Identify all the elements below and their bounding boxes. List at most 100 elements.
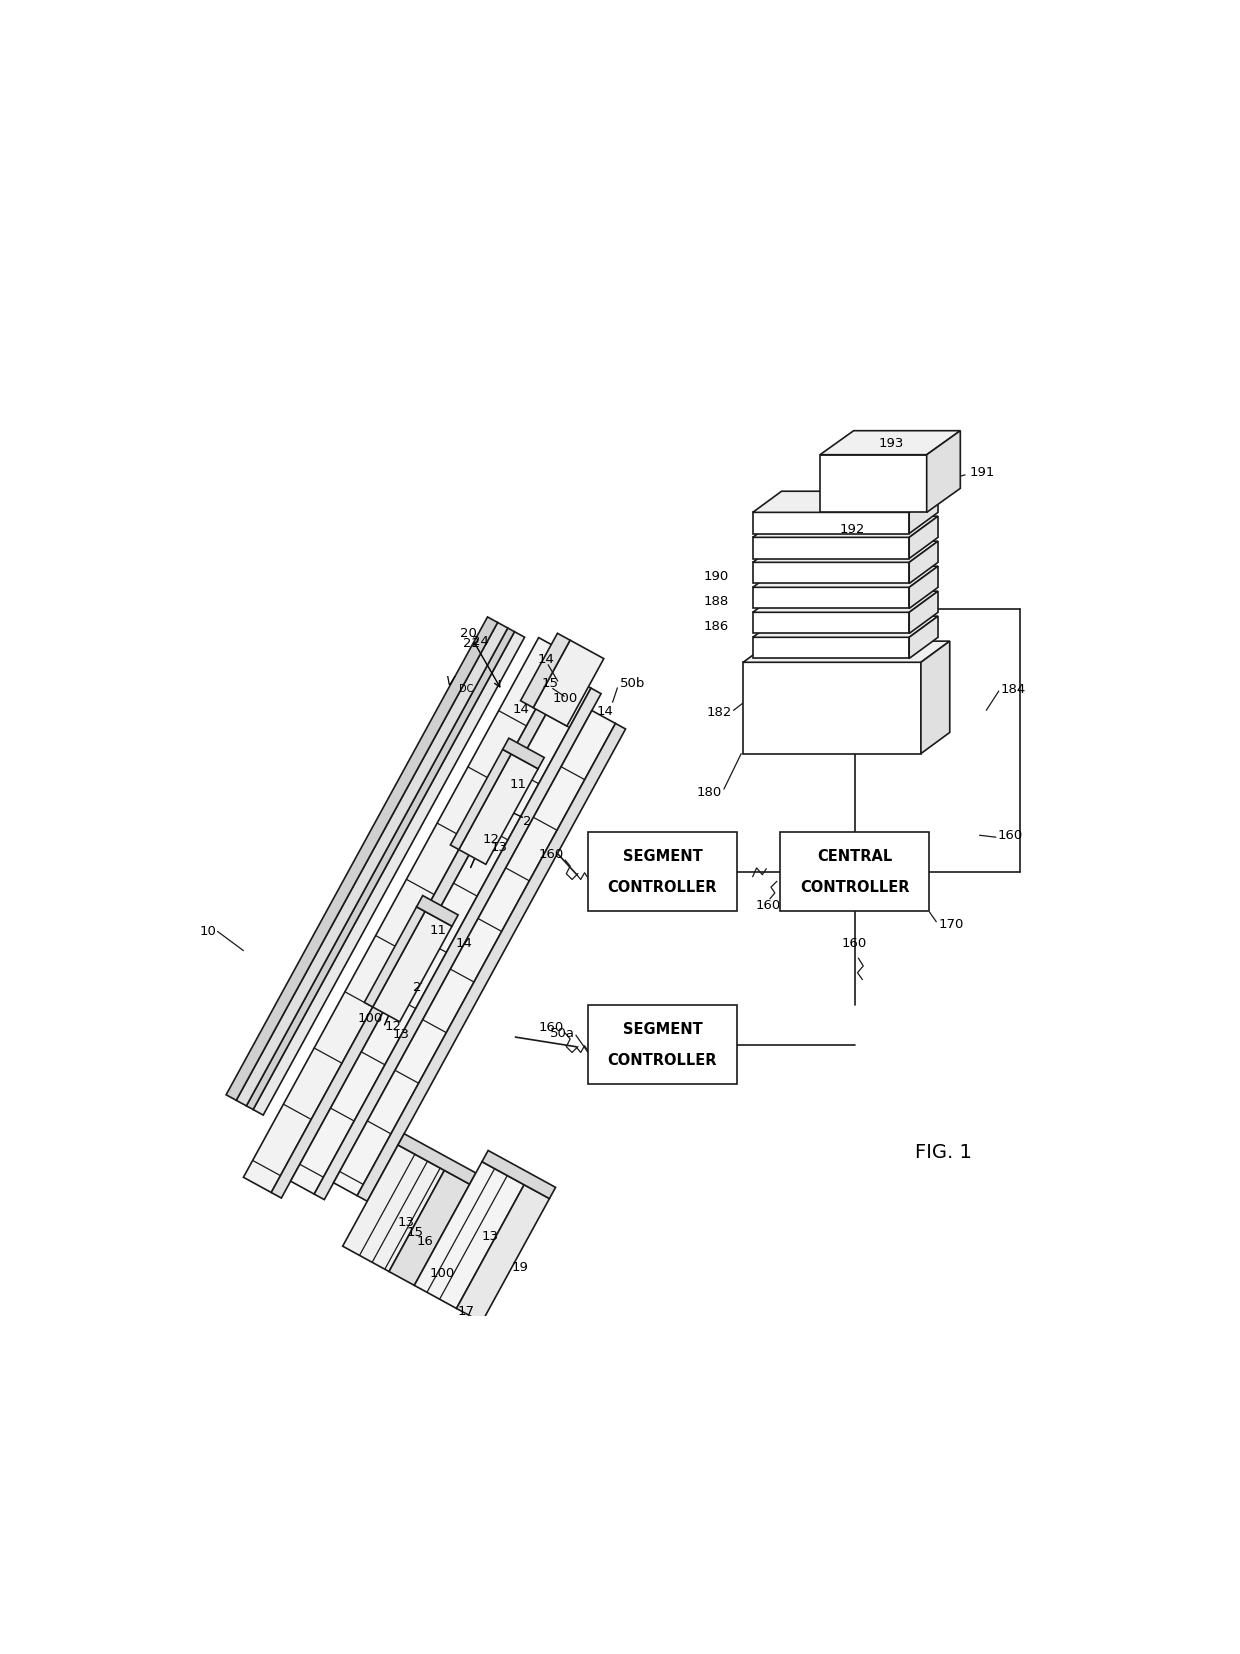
Text: 17: 17: [458, 1305, 475, 1318]
Bar: [780, 832, 929, 911]
Text: 14: 14: [455, 936, 472, 949]
Polygon shape: [909, 617, 937, 658]
Polygon shape: [753, 617, 937, 637]
Text: 2: 2: [523, 815, 532, 829]
Polygon shape: [909, 566, 937, 609]
Text: 184: 184: [1001, 683, 1025, 696]
Polygon shape: [398, 1133, 476, 1184]
Polygon shape: [459, 754, 538, 865]
Polygon shape: [753, 516, 937, 538]
Polygon shape: [272, 653, 577, 1197]
Text: 188: 188: [703, 595, 729, 609]
Text: 14: 14: [538, 653, 554, 667]
Polygon shape: [820, 430, 960, 455]
Text: CONTROLLER: CONTROLLER: [608, 1052, 717, 1067]
Polygon shape: [753, 637, 909, 658]
Polygon shape: [753, 541, 937, 562]
Polygon shape: [247, 629, 515, 1110]
Text: CONTROLLER: CONTROLLER: [800, 880, 909, 895]
Text: 24: 24: [472, 635, 489, 648]
Bar: [588, 1006, 737, 1083]
Text: 180: 180: [697, 786, 722, 799]
Text: 190: 190: [703, 571, 729, 584]
Polygon shape: [753, 612, 909, 633]
Polygon shape: [909, 590, 937, 633]
Polygon shape: [909, 541, 937, 584]
Text: 193: 193: [879, 437, 904, 450]
Text: 19: 19: [511, 1260, 528, 1274]
Text: CENTRAL: CENTRAL: [817, 849, 893, 863]
Text: 12: 12: [482, 832, 500, 845]
Text: FIG. 1: FIG. 1: [915, 1143, 971, 1161]
Polygon shape: [521, 633, 570, 708]
Polygon shape: [450, 749, 511, 850]
Text: DC: DC: [459, 685, 474, 695]
Polygon shape: [926, 430, 960, 513]
Bar: [588, 832, 737, 911]
Text: 186: 186: [703, 620, 729, 633]
Polygon shape: [753, 562, 909, 584]
Text: 160: 160: [755, 898, 781, 911]
Text: 10: 10: [200, 925, 216, 938]
Polygon shape: [502, 738, 544, 769]
Polygon shape: [533, 640, 604, 726]
Text: 50a: 50a: [551, 1027, 575, 1040]
Text: 13: 13: [397, 1216, 414, 1229]
Polygon shape: [237, 622, 507, 1107]
Polygon shape: [334, 711, 615, 1196]
Polygon shape: [226, 617, 497, 1100]
Polygon shape: [753, 566, 937, 587]
Text: 50b: 50b: [620, 676, 646, 690]
Polygon shape: [357, 723, 626, 1201]
Text: 182: 182: [707, 706, 732, 719]
Text: 160: 160: [538, 849, 563, 862]
Polygon shape: [820, 455, 926, 513]
Polygon shape: [482, 1151, 556, 1199]
Text: 191: 191: [970, 465, 996, 478]
Text: 13: 13: [490, 840, 507, 853]
Text: 16: 16: [417, 1236, 434, 1249]
Polygon shape: [373, 911, 453, 1022]
Polygon shape: [753, 513, 909, 534]
Text: SEGMENT: SEGMENT: [622, 1022, 702, 1037]
Text: 14: 14: [512, 703, 529, 716]
Polygon shape: [243, 637, 567, 1193]
Text: 100: 100: [429, 1267, 454, 1280]
Text: 12: 12: [384, 1021, 402, 1034]
Polygon shape: [253, 632, 525, 1115]
Polygon shape: [290, 675, 591, 1194]
Text: V: V: [445, 675, 455, 688]
Polygon shape: [753, 590, 937, 612]
Polygon shape: [342, 1145, 444, 1272]
Polygon shape: [314, 688, 601, 1199]
Text: 14: 14: [596, 705, 614, 718]
Text: 15: 15: [407, 1226, 424, 1239]
Text: 160: 160: [842, 938, 867, 951]
Text: 192: 192: [839, 523, 864, 536]
Text: 2: 2: [413, 981, 422, 994]
Text: 160: 160: [538, 1021, 563, 1034]
Text: 13: 13: [393, 1029, 410, 1042]
Text: 11: 11: [510, 777, 527, 791]
Text: 160: 160: [998, 829, 1023, 842]
Polygon shape: [365, 906, 425, 1007]
Text: CONTROLLER: CONTROLLER: [608, 880, 717, 895]
Polygon shape: [743, 642, 950, 662]
Text: 13: 13: [481, 1231, 498, 1244]
Polygon shape: [753, 538, 909, 559]
Text: 15: 15: [542, 676, 558, 690]
Polygon shape: [921, 642, 950, 754]
Text: 22: 22: [463, 637, 480, 650]
Text: 170: 170: [939, 918, 963, 931]
Polygon shape: [743, 662, 921, 754]
Text: 100: 100: [357, 1012, 383, 1025]
Text: 11: 11: [429, 925, 446, 938]
Polygon shape: [753, 587, 909, 609]
Text: 100: 100: [552, 693, 578, 706]
Text: SEGMENT: SEGMENT: [622, 849, 702, 863]
Polygon shape: [909, 491, 937, 534]
Text: 20: 20: [460, 627, 476, 640]
Polygon shape: [417, 895, 458, 926]
Polygon shape: [414, 1161, 525, 1308]
Polygon shape: [909, 516, 937, 559]
